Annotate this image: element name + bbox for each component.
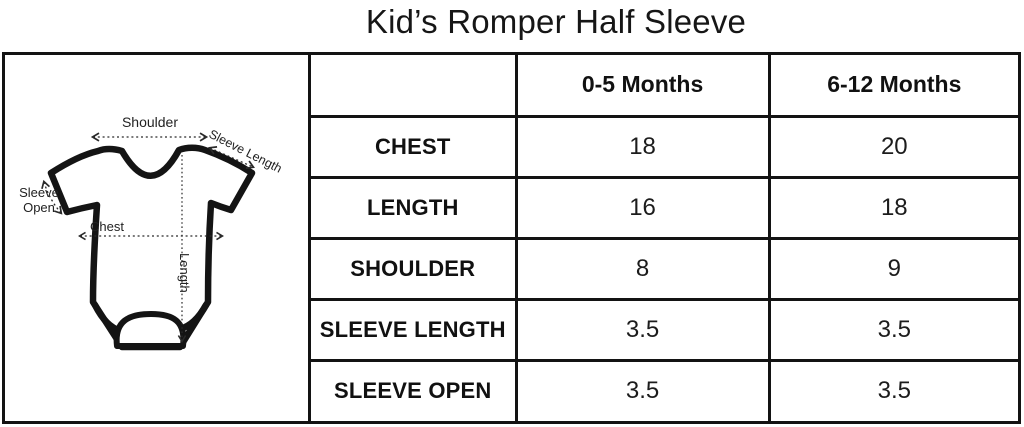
row-label: CHEST bbox=[311, 114, 518, 179]
row-label: SLEEVE OPEN bbox=[311, 358, 518, 421]
romper-outline-drawing bbox=[41, 132, 256, 351]
header-cell-empty bbox=[311, 55, 518, 118]
length-label: Length bbox=[177, 253, 192, 293]
header-cell-0-5-months: 0-5 Months bbox=[514, 55, 771, 118]
chest-label: Chest bbox=[90, 219, 124, 234]
sleeve-length-measure-arrow bbox=[208, 146, 255, 169]
size-table-wrap: 0-5 Months 6-12 Months CHEST 18 20 LENGT… bbox=[311, 55, 1018, 421]
row-label: SHOULDER bbox=[311, 236, 518, 301]
cell-value: 20 bbox=[767, 114, 1018, 179]
chart-box: Shoulder Sleeve Length Sleeve Open Chest… bbox=[2, 52, 1021, 424]
cell-value: 8 bbox=[514, 236, 771, 301]
cell-value: 9 bbox=[767, 236, 1018, 301]
cell-value: 16 bbox=[514, 175, 771, 240]
size-table-header-row: 0-5 Months 6-12 Months bbox=[311, 55, 1018, 118]
shoulder-label: Shoulder bbox=[121, 114, 179, 130]
table-row-sleeve-open: SLEEVE OPEN 3.5 3.5 bbox=[311, 358, 1018, 421]
size-table: 0-5 Months 6-12 Months CHEST 18 20 LENGT… bbox=[311, 55, 1018, 421]
cell-value: 18 bbox=[514, 114, 771, 179]
row-label: LENGTH bbox=[311, 175, 518, 240]
romper-body-outline bbox=[47, 144, 256, 351]
table-row-sleeve-length: SLEEVE LENGTH 3.5 3.5 bbox=[311, 297, 1018, 362]
cell-value: 18 bbox=[767, 175, 1018, 240]
table-row-chest: CHEST 18 20 bbox=[311, 114, 1018, 179]
cell-value: 3.5 bbox=[514, 358, 771, 421]
romper-diagram-panel: Shoulder Sleeve Length Sleeve Open Chest… bbox=[5, 55, 311, 421]
cell-value: 3.5 bbox=[514, 297, 771, 362]
crotch-flap bbox=[113, 311, 187, 349]
cell-value: 3.5 bbox=[767, 358, 1018, 421]
table-row-shoulder: SHOULDER 8 9 bbox=[311, 236, 1018, 301]
row-label: SLEEVE LENGTH bbox=[311, 297, 518, 362]
page-title: Kid’s Romper Half Sleeve bbox=[365, 3, 747, 40]
sleeve-open-label: Sleeve Open bbox=[19, 185, 59, 215]
table-row-length: LENGTH 16 18 bbox=[311, 175, 1018, 240]
cell-value: 3.5 bbox=[767, 297, 1018, 362]
header-cell-6-12-months: 6-12 Months bbox=[767, 55, 1018, 118]
